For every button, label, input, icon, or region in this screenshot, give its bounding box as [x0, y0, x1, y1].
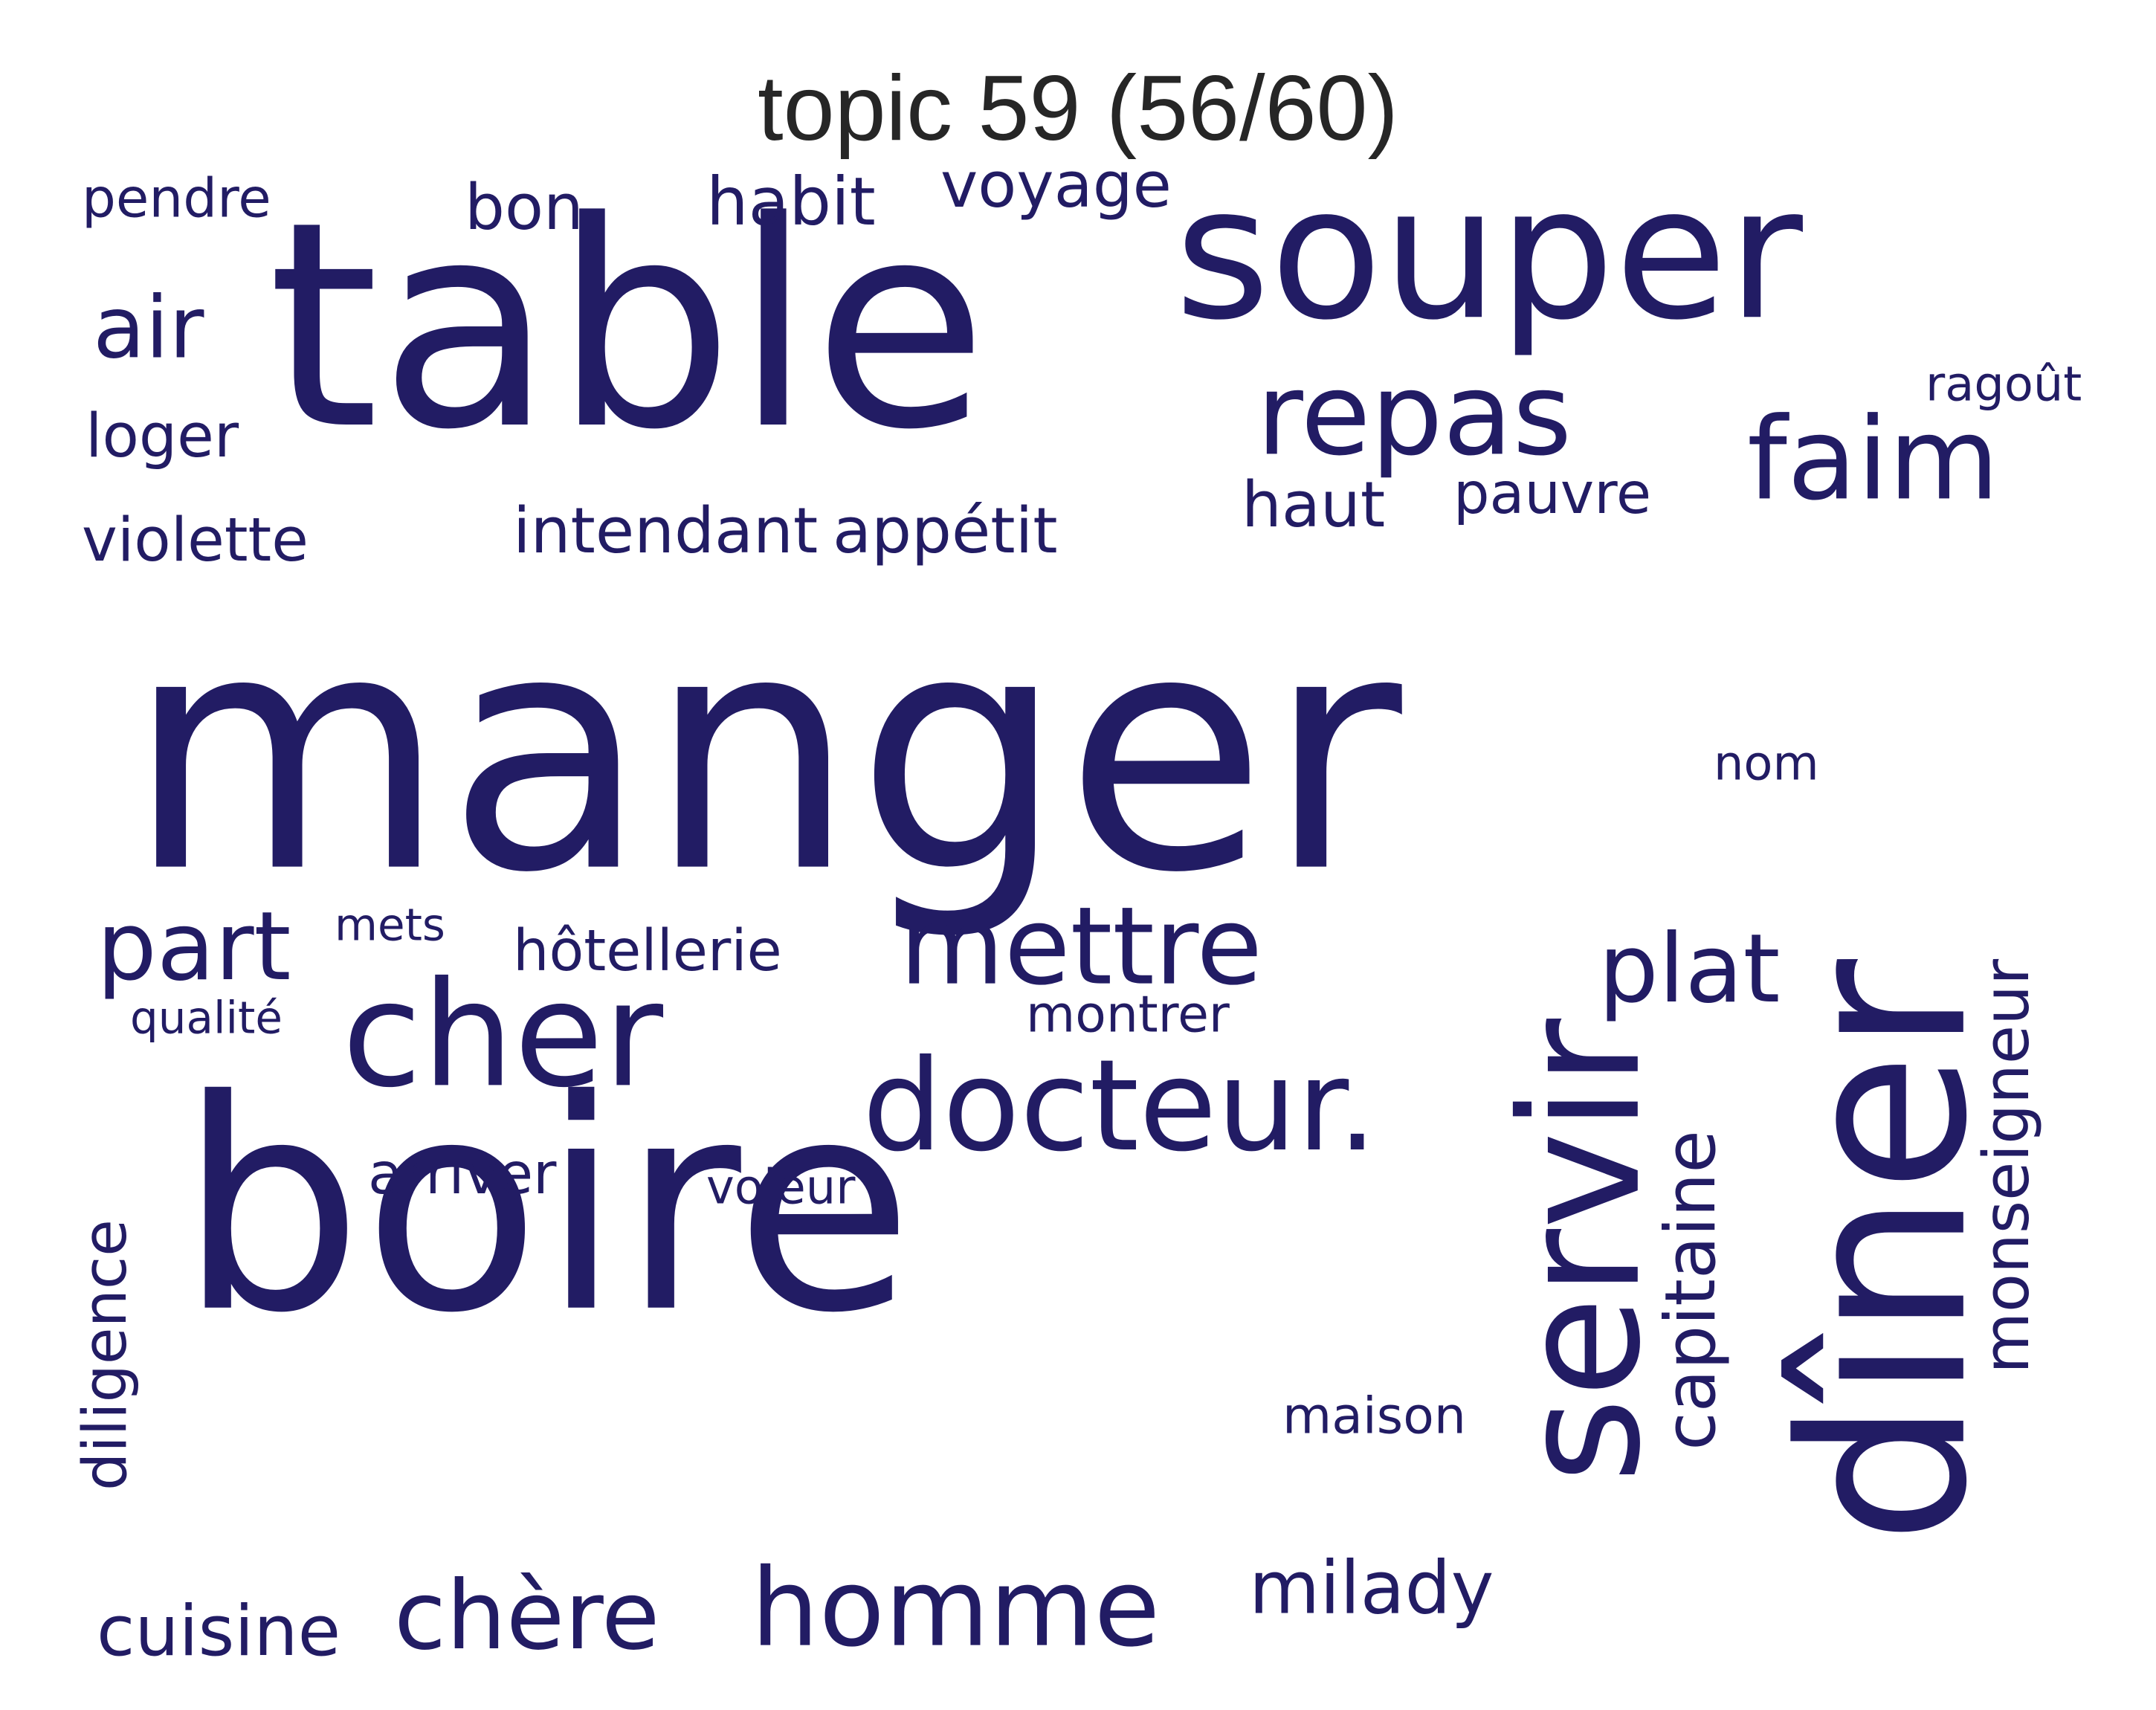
word-faim: faim	[1747, 393, 1999, 526]
cloud-title: topic 59 (56/60)	[758, 57, 1398, 160]
word-monseigneur: monseigneur	[1970, 959, 2044, 1374]
word-ragout: ragoût	[1926, 358, 2082, 413]
word-nom: nom	[1714, 737, 1819, 792]
word-bon: bon	[465, 171, 584, 245]
word-maison: maison	[1282, 1387, 1466, 1445]
word-cher: cher	[342, 951, 664, 1120]
word-haut: haut	[1242, 468, 1385, 542]
word-pauvre: pauvre	[1453, 461, 1651, 527]
word-plat: plat	[1598, 914, 1780, 1025]
word-voleur: voleur	[706, 1161, 856, 1216]
word-table: table	[268, 161, 988, 492]
word-appetit: appétit	[833, 494, 1058, 568]
word-arriver: arriver	[368, 1141, 557, 1207]
word-repas: repas	[1256, 349, 1572, 481]
word-violette: violette	[82, 506, 309, 575]
word-qualite: qualité	[130, 993, 283, 1045]
word-diner: dîner	[1753, 957, 2018, 1545]
word-part: part	[97, 892, 291, 1002]
word-cuisine: cuisine	[97, 1591, 340, 1672]
word-mets: mets	[335, 900, 445, 952]
word-hotellerie: hôtellerie	[513, 918, 782, 984]
word-boire: boire	[178, 1039, 914, 1377]
word-montrer: montrer	[1026, 985, 1230, 1044]
word-homme: homme	[751, 1546, 1160, 1671]
word-mettre: mettre	[900, 885, 1262, 1010]
word-diligence: diligence	[71, 1219, 141, 1491]
word-pendre: pendre	[82, 167, 271, 230]
word-docteur: docteur.	[862, 1033, 1378, 1180]
word-voyage: voyage	[940, 149, 1172, 222]
word-intendant: intendant	[513, 494, 818, 568]
word-servir: servir	[1486, 1019, 1677, 1483]
word-milady: milady	[1249, 1546, 1494, 1631]
word-capitaine: capitaine	[1650, 1130, 1731, 1451]
word-air: air	[93, 278, 204, 378]
word-souper: souper	[1175, 147, 1804, 361]
word-manger: manger	[126, 563, 1406, 945]
word-habit: habit	[706, 164, 876, 241]
word-loger: loger	[85, 401, 239, 471]
word-chere: chère	[394, 1561, 659, 1671]
